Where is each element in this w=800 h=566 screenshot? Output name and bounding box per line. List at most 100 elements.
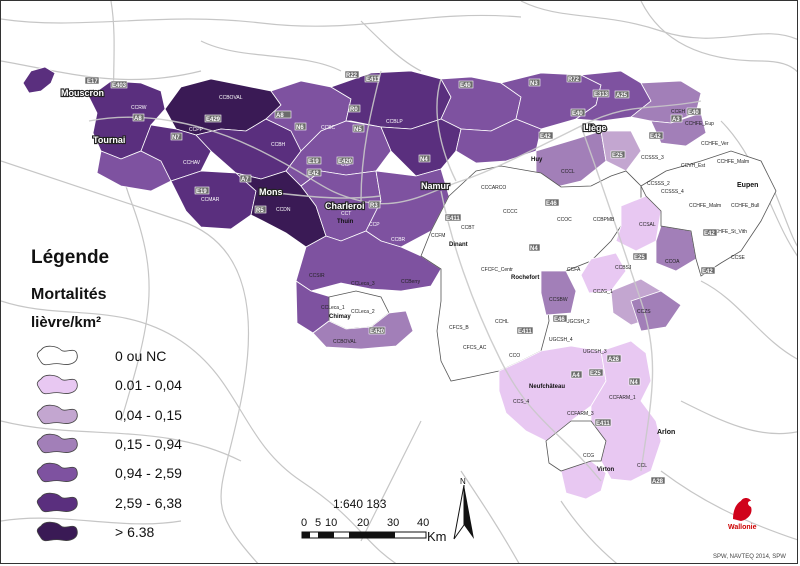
svg-text:A8: A8	[134, 116, 142, 122]
svg-text:CCMAR: CCMAR	[201, 197, 220, 203]
svg-text:CCLeca_3: CCLeca_3	[351, 281, 375, 287]
city-mons: Mons	[259, 187, 283, 197]
scale-tick: 10	[325, 517, 338, 529]
svg-text:E25: E25	[612, 153, 623, 159]
svg-text:CCZG_1: CCZG_1	[593, 289, 613, 295]
city-thuin: Thuin	[337, 219, 354, 225]
svg-text:CCP: CCP	[341, 162, 352, 168]
legend-item: 2,59 - 6,38	[31, 491, 231, 517]
svg-text:CFCS_AC: CFCS_AC	[463, 345, 487, 351]
svg-text:E411: E411	[366, 77, 380, 83]
svg-text:CCPP: CCPP	[189, 127, 204, 133]
svg-text:CCHFE_Bull: CCHFE_Bull	[731, 203, 759, 209]
svg-text:E429: E429	[206, 117, 221, 123]
svg-text:N7: N7	[172, 135, 180, 141]
north-arrow-icon	[453, 485, 474, 540]
region-chimay-south	[312, 310, 414, 350]
svg-text:E42: E42	[704, 231, 715, 237]
svg-text:CCCC: CCCC	[503, 209, 518, 215]
svg-text:CFCS_B: CFCS_B	[449, 325, 469, 331]
svg-text:CCLeca_1: CCLeca_1	[321, 305, 345, 311]
svg-text:CCEH: CCEH	[671, 109, 686, 115]
svg-text:E46: E46	[546, 201, 557, 207]
svg-text:CCHFE_Malm: CCHFE_Malm	[717, 159, 749, 165]
svg-text:E40: E40	[572, 111, 583, 117]
svg-text:UGCSH_3: UGCSH_3	[583, 349, 607, 355]
svg-text:CCOA: CCOA	[665, 259, 680, 265]
svg-text:E25: E25	[634, 255, 645, 261]
map-credit: SPW, NAVTEQ 2014, SPW	[713, 554, 786, 560]
svg-text:UGCSH_2: UGCSH_2	[566, 319, 590, 325]
svg-text:R5: R5	[256, 208, 264, 214]
legend-swatch	[36, 404, 78, 425]
svg-text:CCL: CCL	[637, 463, 647, 469]
svg-text:E403: E403	[112, 83, 127, 89]
svg-text:CCBSJ: CCBSJ	[615, 265, 632, 271]
svg-text:CCBPMB: CCBPMB	[593, 217, 615, 223]
region-east-white	[640, 150, 777, 277]
svg-text:E40: E40	[688, 110, 699, 116]
svg-text:UGCSH_4: UGCSH_4	[549, 337, 573, 343]
svg-text:CCCL: CCCL	[561, 169, 575, 175]
legend-item: 0,15 - 0,94	[31, 432, 231, 458]
svg-text:CCP: CCP	[369, 222, 380, 228]
svg-text:CCFM: CCFM	[431, 233, 445, 239]
svg-text:CCG: CCG	[583, 453, 594, 459]
svg-text:N6: N6	[296, 125, 304, 131]
region-comines	[22, 66, 56, 94]
svg-text:CCHAV: CCHAV	[183, 160, 201, 166]
legend-swatch	[36, 433, 78, 454]
svg-text:CCSSS_3: CCSSS_3	[641, 155, 664, 161]
highway-shields: E17 E403 A8 N7 E429 A8 N6 E19 E420 E42 R…	[84, 70, 718, 485]
city-namur: Namur	[421, 181, 450, 191]
region-bastogne	[630, 290, 682, 332]
svg-text:A8: A8	[276, 113, 284, 119]
city-chimay: Chimay	[329, 314, 351, 320]
svg-text:A4: A4	[572, 373, 580, 379]
svg-text:E411: E411	[596, 421, 610, 427]
wallonia-rooster-logo-icon	[733, 498, 752, 521]
svg-text:CCT: CCT	[341, 211, 351, 217]
legend-swatch	[36, 374, 78, 395]
svg-text:A28: A28	[652, 479, 664, 485]
svg-text:CCSBW: CCSBW	[549, 297, 568, 303]
svg-text:CCHFE_Malm: CCHFE_Malm	[689, 203, 721, 209]
svg-text:CCSSS_2: CCSSS_2	[647, 181, 670, 187]
svg-text:CCDN: CCDN	[276, 207, 291, 213]
city-huy: Huy	[531, 157, 543, 163]
svg-text:E42: E42	[540, 134, 551, 140]
svg-text:CFCFC_Centr: CFCFC_Centr	[481, 267, 513, 273]
scale-tick: 20	[357, 517, 370, 529]
svg-text:CCSIR: CCSIR	[309, 273, 325, 279]
legend-subtitle-unit: lièvre/km²	[31, 314, 102, 331]
svg-text:CCSE: CCSE	[731, 255, 746, 261]
logo-text: Wallonie	[728, 524, 757, 531]
scale-tick: 30	[387, 517, 400, 529]
legend-swatch	[36, 521, 78, 542]
svg-text:E42: E42	[650, 134, 661, 140]
svg-text:CCFARM_3: CCFARM_3	[567, 411, 594, 417]
legend-title: Légende	[31, 247, 110, 268]
svg-text:R3: R3	[370, 203, 378, 209]
svg-text:E17: E17	[87, 79, 98, 85]
svg-text:A7: A7	[241, 177, 249, 183]
svg-text:E19: E19	[308, 159, 319, 165]
svg-text:R0: R0	[350, 107, 358, 113]
legend-label: 0 ou NC	[115, 348, 167, 364]
svg-text:N4: N4	[630, 380, 638, 386]
svg-text:CCRW: CCRW	[131, 105, 147, 111]
legend-item: > 6.38	[31, 520, 231, 546]
legend-label: 0.01 - 0,04	[115, 377, 182, 393]
svg-text:E420: E420	[370, 329, 385, 335]
city-labels: Mouscron Tournai Mons Charleroi Namur Li…	[60, 87, 758, 473]
city-virton: Virton	[597, 467, 615, 473]
svg-text:CCBC: CCBC	[321, 125, 336, 131]
svg-text:CCBOVAL: CCBOVAL	[333, 339, 357, 345]
svg-text:E46: E46	[554, 317, 565, 323]
legend-subtitle-mortality: Mortalités	[31, 286, 107, 303]
svg-text:CCHFE_Ver: CCHFE_Ver	[701, 141, 729, 147]
svg-text:R22: R22	[346, 73, 358, 79]
svg-text:E19: E19	[196, 189, 207, 195]
